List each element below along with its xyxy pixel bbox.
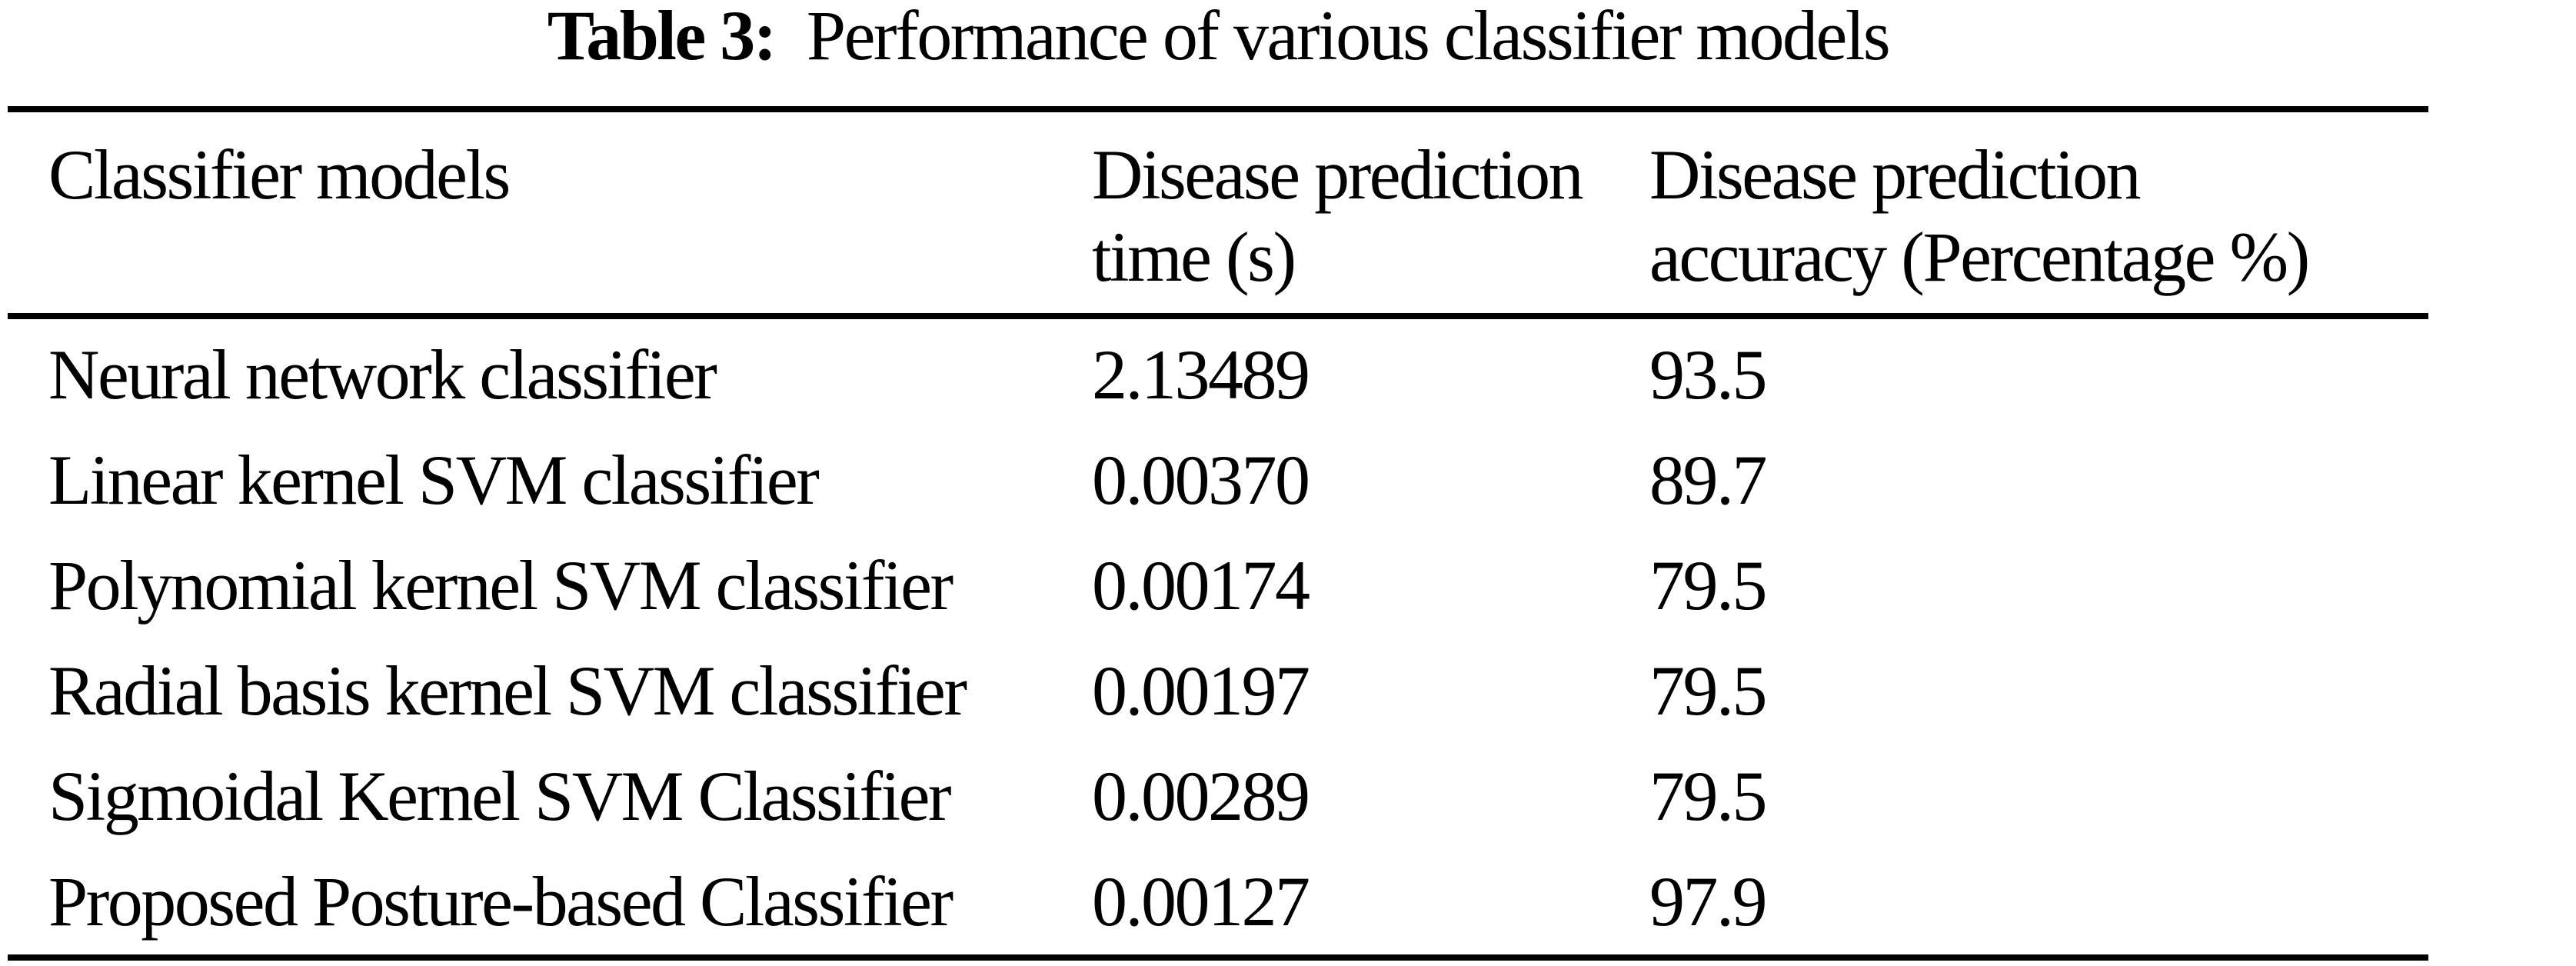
table-row: Neural network classifier 2.13489 93.5: [48, 322, 2428, 428]
table-row: Polynomial kernel SVM classifier 0.00174…: [48, 533, 2428, 638]
cell-model: Sigmoidal Kernel SVM Classifier: [48, 757, 952, 835]
table-row: Sigmoidal Kernel SVM Classifier 0.00289 …: [48, 744, 2428, 849]
header-line: Classifier models: [48, 135, 511, 214]
cell-accuracy: 79.5: [1649, 651, 1768, 730]
header-line: time (s): [1092, 218, 1296, 296]
cell-model: Polynomial kernel SVM classifier: [48, 546, 954, 625]
cell-model: Proposed Posture-based Classifier: [48, 862, 954, 941]
header-prediction-accuracy: Disease prediction accuracy (Percentage …: [1649, 134, 2428, 298]
cell-time: 0.00370: [1092, 441, 1310, 519]
header-prediction-time: Disease prediction time (s): [1092, 134, 1649, 298]
table-header-rule: [8, 313, 2428, 319]
cell-accuracy: 79.5: [1649, 757, 1768, 835]
cell-time: 0.00197: [1092, 651, 1310, 730]
cell-accuracy: 89.7: [1649, 441, 1768, 519]
table-row: Radial basis kernel SVM classifier 0.001…: [48, 638, 2428, 744]
table-row: Linear kernel SVM classifier 0.00370 89.…: [48, 428, 2428, 533]
header-line: accuracy (Percentage %): [1649, 218, 2310, 296]
table-top-rule: [8, 106, 2428, 112]
table-bottom-rule: [8, 954, 2428, 961]
header-classifier-models: Classifier models: [48, 134, 1092, 298]
table-body: Neural network classifier 2.13489 93.5 L…: [8, 319, 2428, 954]
table-row: Proposed Posture-based Classifier 0.0012…: [48, 849, 2428, 954]
cell-model: Neural network classifier: [48, 335, 717, 414]
cell-model: Radial basis kernel SVM classifier: [48, 651, 967, 730]
performance-table: Classifier models Disease prediction tim…: [8, 106, 2428, 961]
table-caption: Table 3: Performance of various classifie…: [8, 0, 2428, 75]
cell-time: 0.00174: [1092, 546, 1310, 625]
header-line: Disease prediction: [1092, 135, 1584, 214]
table-caption-text: Performance of various classifier models: [806, 0, 1891, 75]
cell-accuracy: 79.5: [1649, 546, 1768, 625]
cell-accuracy: 97.9: [1649, 862, 1768, 941]
cell-time: 0.00127: [1092, 862, 1310, 941]
cell-model: Linear kernel SVM classifier: [48, 441, 820, 519]
table-caption-label: Table 3:: [547, 0, 777, 75]
table-header-row: Classifier models Disease prediction tim…: [8, 112, 2428, 313]
cell-accuracy: 93.5: [1649, 335, 1768, 414]
cell-time: 0.00289: [1092, 757, 1310, 835]
header-line: Disease prediction: [1649, 135, 2142, 214]
cell-time: 2.13489: [1092, 335, 1310, 414]
